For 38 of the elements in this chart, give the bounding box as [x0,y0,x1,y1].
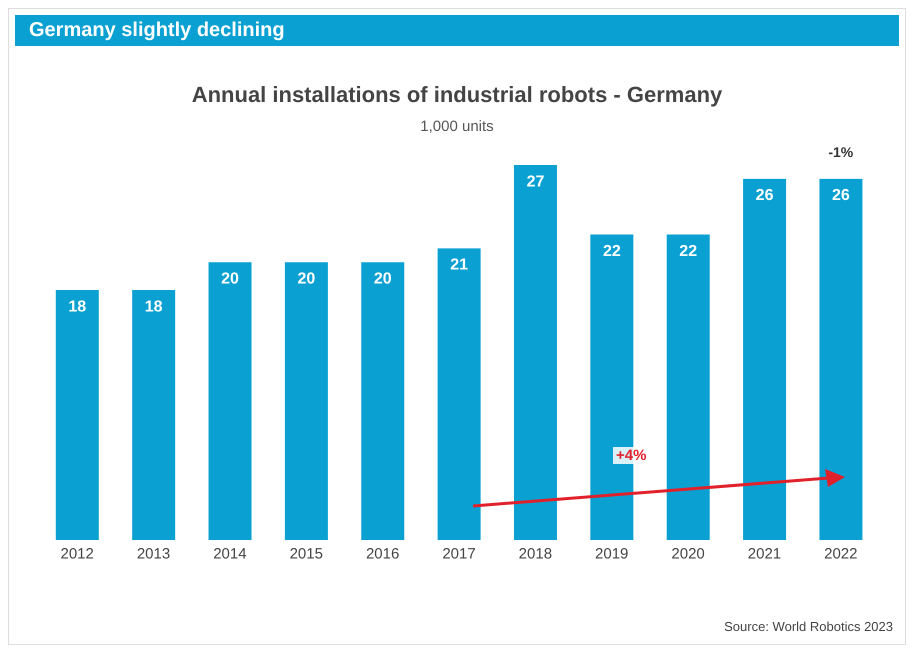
chart-title: Annual installations of industrial robots - Germany [190,82,724,108]
annotation: +4% [613,447,650,464]
x-tick-label: 2019 [595,546,628,563]
text: Germany slightly declining [15,15,899,46]
data-label: 20 [374,270,392,288]
data-label: 18 [68,298,86,316]
data-label: 20 [297,270,316,288]
bar [666,234,710,540]
bar [208,262,252,540]
x-tick-label: 2015 [290,546,323,563]
source-note: Source: World Robotics 2023 [724,619,893,634]
x-tick-label: 2017 [442,546,476,563]
x-tick-label: 2014 [213,546,247,563]
x-tick-label: 2012 [60,546,94,563]
bar [438,248,481,540]
x-tick-label: 2022 [824,546,858,563]
x-tick-label: 2016 [366,546,400,563]
bar [514,165,557,540]
data-label: 26 [832,187,850,204]
x-tick-label: 2020 [671,546,705,563]
data-label: 22 [679,242,698,260]
data-label: 22 [602,242,621,260]
bar [819,178,862,540]
bar [284,262,328,540]
data-label: 26 [756,187,774,204]
bar [743,178,786,540]
x-tick-label: 2018 [518,546,552,563]
data-label: 27 [526,173,544,190]
data-label: 18 [144,298,163,316]
x-tick-label: 2021 [748,546,782,563]
bar [132,290,176,540]
data-label: 21 [450,256,468,274]
data-label: 20 [221,270,240,288]
annotation: -1% [828,144,854,160]
bar [56,290,99,540]
x-tick-label: 2013 [136,546,170,563]
bar [361,262,404,540]
chart-subtitle: 1,000 units [419,118,495,135]
